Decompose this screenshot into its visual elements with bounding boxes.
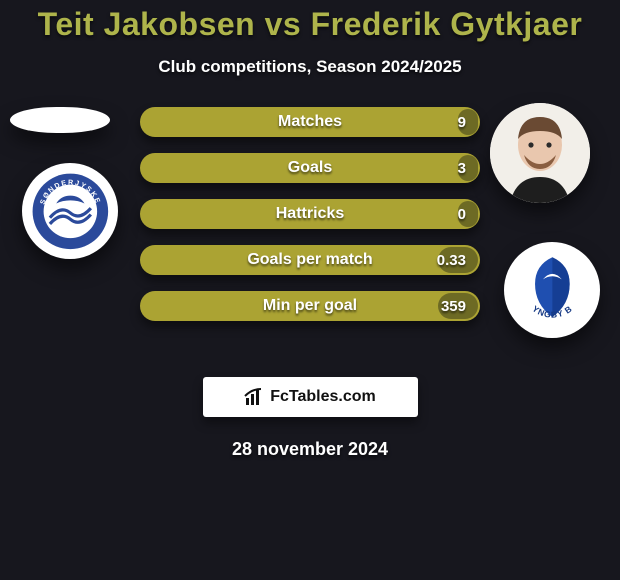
stat-bar-value-right: 359 — [441, 291, 466, 321]
avatar-face-icon — [490, 103, 590, 203]
comparison-stage: SØNDERJYSKE YNGBY B Matches9 Goals3 Hattri… — [0, 107, 620, 367]
stat-bar-value-right: 0.33 — [437, 245, 466, 275]
stat-bar-value-right: 9 — [458, 107, 466, 137]
stat-bar-value-right: 0 — [458, 199, 466, 229]
stat-bar: Matches9 — [140, 107, 480, 137]
fctables-label: FcTables.com — [270, 388, 376, 406]
club-left-crest: SØNDERJYSKE — [22, 163, 118, 259]
player-right-avatar — [490, 103, 590, 203]
stat-bar: Goals3 — [140, 153, 480, 183]
date-label: 28 november 2024 — [0, 439, 620, 460]
stat-bars: Matches9Goals3Hattricks0Goals per match0… — [140, 107, 480, 337]
sonderjyske-crest-icon: SØNDERJYSKE — [31, 172, 110, 251]
bar-chart-icon — [244, 387, 264, 407]
stat-bar-value-right: 3 — [458, 153, 466, 183]
stat-bar: Hattricks0 — [140, 199, 480, 229]
lyngby-crest-icon: YNGBY B — [513, 251, 592, 330]
fctables-badge[interactable]: FcTables.com — [203, 377, 418, 417]
club-right-crest: YNGBY B — [504, 242, 600, 338]
stat-bar: Min per goal359 — [140, 291, 480, 321]
stat-bar: Goals per match0.33 — [140, 245, 480, 275]
stat-bar-label: Min per goal — [140, 291, 480, 321]
stat-bar-label: Goals per match — [140, 245, 480, 275]
subtitle: Club competitions, Season 2024/2025 — [0, 57, 620, 77]
page-title: Teit Jakobsen vs Frederik Gytkjaer — [0, 0, 620, 43]
stat-bar-label: Matches — [140, 107, 480, 137]
player-left-avatar-placeholder — [10, 107, 110, 133]
stat-bar-label: Goals — [140, 153, 480, 183]
stat-bar-label: Hattricks — [140, 199, 480, 229]
